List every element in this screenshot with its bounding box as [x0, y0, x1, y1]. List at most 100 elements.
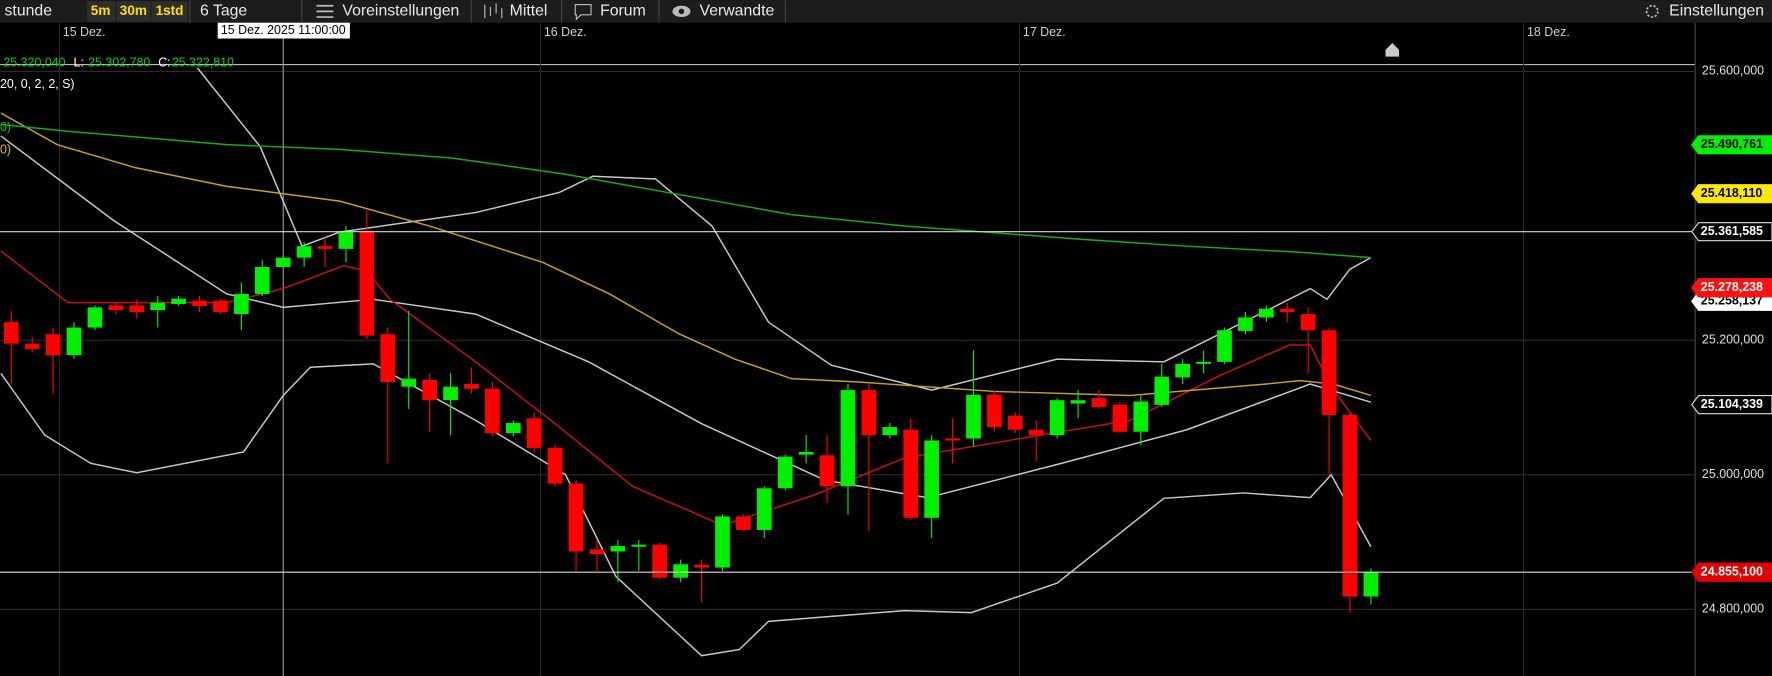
indicator-legend: 0) [0, 143, 11, 157]
ohlc-close-label: C: [158, 56, 170, 70]
crosshair-label: 15 Dez. 2025 11:00:00 [221, 23, 346, 37]
ohlc-close: 25.322,810 [172, 56, 234, 70]
settings-button[interactable]: Einstellungen [1669, 3, 1764, 20]
candle-body [840, 390, 856, 487]
indicator-line [0, 250, 1372, 527]
candle-body [485, 388, 500, 434]
y-tick-label: 25.200,000 [1702, 333, 1764, 347]
candle-body [1175, 363, 1191, 378]
candle-body [798, 451, 814, 455]
candle-body [1070, 400, 1086, 404]
price-marker [1691, 222, 1772, 242]
candle-body [66, 327, 82, 356]
candle-body [380, 334, 396, 383]
candle-body [1258, 308, 1274, 318]
candle-body [610, 546, 626, 552]
candle-body [87, 307, 103, 328]
candle-body [1049, 400, 1065, 436]
candle-body [505, 423, 521, 434]
candle-body [924, 440, 940, 518]
price-marker-label: 25.418,110 [1701, 186, 1763, 200]
price-marker-label: 25.361,585 [1701, 224, 1763, 238]
candle-body [1363, 572, 1379, 597]
interval-label[interactable]: 30m [120, 3, 147, 18]
interval-button[interactable] [87, 1, 116, 22]
candle-body [24, 343, 40, 350]
candle-body [338, 232, 354, 249]
candle-body [568, 483, 584, 552]
ohlc-low: 25.302,780 [88, 56, 150, 70]
candle-body [547, 447, 563, 484]
candle-body [1238, 317, 1253, 331]
interval-label[interactable]: 5m [91, 3, 111, 18]
y-tick-label: 25.600,000 [1702, 64, 1764, 78]
interval-button[interactable] [151, 1, 188, 22]
price-marker-label: 25.490,761 [1701, 137, 1763, 151]
interval-label[interactable]: 1std [156, 3, 184, 18]
candle-body [631, 544, 647, 547]
candle-body [296, 246, 312, 258]
candle-body [464, 384, 479, 389]
candle-body [652, 544, 668, 578]
price-marker-label: 25.104,339 [1701, 397, 1763, 411]
candle-body [526, 418, 542, 448]
x-tick-label: 17 Dez. [1023, 25, 1066, 39]
price-marker [1691, 278, 1772, 298]
interval-button[interactable] [116, 1, 151, 22]
price-marker-label: 25.278,238 [1701, 280, 1763, 294]
candle-body [589, 549, 605, 555]
candle-body [129, 305, 145, 313]
x-tick-label: 15 Dez. [63, 25, 106, 39]
candle-body [234, 293, 249, 315]
candle-body [903, 429, 919, 518]
candle-body [422, 379, 437, 401]
candle-body [945, 438, 960, 441]
candle-body [987, 394, 1002, 428]
indicator-line [0, 363, 1372, 657]
candle-body [1154, 376, 1170, 405]
forum-icon [574, 4, 592, 21]
indicator-legend: 20, 0, 2, 2, S) [0, 77, 75, 91]
candle-body [213, 300, 228, 313]
ohlc-open: 25.320,040 [3, 56, 65, 70]
candle-body [1091, 398, 1107, 407]
toolbar-button[interactable]: Forum [600, 3, 646, 20]
price-marker [1691, 395, 1772, 415]
toolbar-button[interactable]: Mittel [510, 3, 548, 20]
y-tick-label: 24.800,000 [1702, 602, 1764, 616]
candle-body [1112, 404, 1128, 432]
candle-body [45, 334, 61, 356]
indicator-line [0, 112, 1372, 397]
candle-body [882, 427, 898, 436]
price-marker-label: 24.855,100 [1701, 565, 1763, 579]
candle-body [275, 257, 291, 268]
candle-body [715, 516, 730, 568]
candle-body [1300, 314, 1316, 331]
candle-body [694, 564, 709, 568]
presets-icon [316, 4, 334, 18]
candle-body [777, 456, 793, 489]
candle-body [1342, 414, 1358, 597]
candle-body [108, 305, 124, 311]
x-tick-label: 18 Dez. [1527, 25, 1570, 39]
x-tick-label: 16 Dez. [544, 25, 587, 39]
candle-body [3, 322, 19, 344]
plot: 15 Dez. 16 Dez. 17 Dez. 18 Dez. 25.600,000 25… [0, 22, 1764, 676]
candle-body [673, 564, 689, 578]
candle-body [150, 302, 166, 311]
toolbar-button[interactable]: Verwandte [700, 3, 775, 20]
toolbar-label: stunde [5, 3, 53, 20]
indicator-icon [484, 3, 503, 19]
candle-body [966, 394, 981, 439]
range-select[interactable]: 6 Tage [200, 3, 247, 20]
toolbar-button[interactable]: Voreinstellungen [342, 3, 459, 20]
candle-body [1321, 330, 1337, 415]
y-tick-label: 25.000,000 [1702, 467, 1764, 481]
candle-body [192, 300, 207, 307]
candle-body [359, 232, 375, 336]
crosshair-label-box [217, 22, 350, 39]
candle-body [254, 267, 270, 294]
